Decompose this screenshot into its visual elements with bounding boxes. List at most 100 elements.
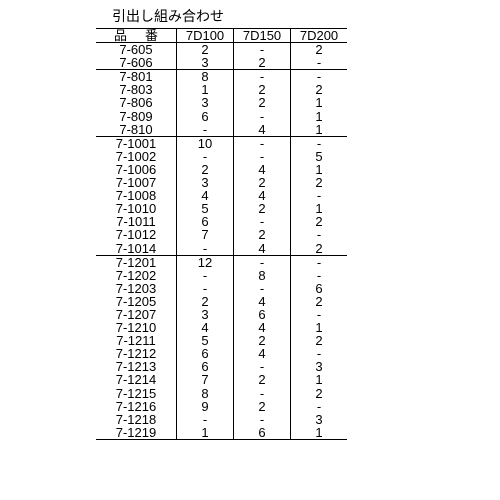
table-row: 7-12158-2 <box>96 387 347 400</box>
cell-id: 7-1012 <box>96 228 177 241</box>
table-row: 7-1214721 <box>96 373 347 386</box>
cell-value: - <box>291 70 348 84</box>
cell-value: 1 <box>291 426 348 440</box>
cell-value: 5 <box>291 150 348 163</box>
cell-value: 2 <box>234 400 291 413</box>
cell-value: - <box>177 282 234 295</box>
cell-value: - <box>291 400 348 413</box>
cell-value: 2 <box>291 387 348 400</box>
table-row: 7-8018-- <box>96 70 347 84</box>
cell-value: 1 <box>291 96 348 109</box>
col-header-7d150: 7D150 <box>234 29 291 43</box>
col-header-id: 品番 <box>96 29 177 43</box>
cell-value: - <box>234 43 291 57</box>
cell-value: 2 <box>234 56 291 70</box>
table-header-row: 品番 7D100 7D150 7D200 <box>96 29 347 43</box>
table-row: 7-1218--3 <box>96 413 347 426</box>
cell-id: 7-1216 <box>96 400 177 413</box>
cell-value: 10 <box>177 136 234 150</box>
cell-value: - <box>291 56 348 70</box>
cell-value: 8 <box>177 387 234 400</box>
cell-id: 7-605 <box>96 43 177 57</box>
cell-id: 7-1219 <box>96 426 177 440</box>
cell-value: - <box>291 255 348 269</box>
cell-id: 7-1202 <box>96 269 177 282</box>
table-title: 引出し組み合わせ <box>112 6 500 26</box>
cell-id: 7-806 <box>96 96 177 109</box>
cell-value: - <box>234 150 291 163</box>
table-row: 7-1014-42 <box>96 242 347 256</box>
cell-value: 3 <box>177 56 234 70</box>
cell-id: 7-1214 <box>96 373 177 386</box>
cell-value: 9 <box>177 400 234 413</box>
cell-id: 7-809 <box>96 110 177 123</box>
cell-id: 7-606 <box>96 56 177 70</box>
cell-value: 8 <box>234 269 291 282</box>
table-row: 7-1205242 <box>96 295 347 308</box>
cell-value: 2 <box>291 242 348 256</box>
cell-value: - <box>234 110 291 123</box>
table-row: 7-1202-8- <box>96 269 347 282</box>
cell-value: - <box>234 70 291 84</box>
table-row: 7-100110-- <box>96 136 347 150</box>
cell-id: 7-1205 <box>96 295 177 308</box>
cell-id: 7-810 <box>96 123 177 137</box>
cell-value: 2 <box>291 295 348 308</box>
cell-id: 7-1218 <box>96 413 177 426</box>
cell-value: 2 <box>291 43 348 57</box>
cell-value: - <box>234 413 291 426</box>
cell-value: 2 <box>234 373 291 386</box>
cell-value: 3 <box>177 96 234 109</box>
cell-value: - <box>291 269 348 282</box>
cell-id: 7-1215 <box>96 387 177 400</box>
cell-value: 6 <box>177 110 234 123</box>
cell-value: - <box>291 136 348 150</box>
table-row: 7-1203--6 <box>96 282 347 295</box>
cell-value: 4 <box>234 242 291 256</box>
cell-value: - <box>177 269 234 282</box>
table-row: 7-120112-- <box>96 255 347 269</box>
table-row: 7-60632- <box>96 56 347 70</box>
cell-value: 7 <box>177 228 234 241</box>
drawer-combination-table: 品番 7D100 7D150 7D200 7-6052-27-60632-7-8… <box>96 28 347 440</box>
table-row: 7-101272- <box>96 228 347 241</box>
col-header-7d200: 7D200 <box>291 29 348 43</box>
cell-id: 7-1203 <box>96 282 177 295</box>
table-row: 7-1219161 <box>96 426 347 440</box>
cell-value: - <box>177 242 234 256</box>
cell-value: 7 <box>177 373 234 386</box>
cell-value: 8 <box>177 70 234 84</box>
cell-value: - <box>177 413 234 426</box>
cell-value: 3 <box>291 413 348 426</box>
cell-value: - <box>234 255 291 269</box>
cell-value: 2 <box>234 96 291 109</box>
cell-value: - <box>234 136 291 150</box>
cell-id: 7-801 <box>96 70 177 84</box>
cell-value: 1 <box>291 373 348 386</box>
cell-id: 7-1201 <box>96 255 177 269</box>
cell-value: - <box>177 150 234 163</box>
cell-value: 1 <box>291 110 348 123</box>
cell-id: 7-1001 <box>96 136 177 150</box>
cell-value: - <box>177 123 234 137</box>
col-header-7d100: 7D100 <box>177 29 234 43</box>
table-row: 7-810-41 <box>96 123 347 137</box>
cell-value: - <box>291 228 348 241</box>
cell-value: 1 <box>177 426 234 440</box>
cell-id: 7-1014 <box>96 242 177 256</box>
cell-value: 1 <box>291 123 348 137</box>
cell-value: 2 <box>234 228 291 241</box>
cell-value: 4 <box>234 295 291 308</box>
cell-value: - <box>234 282 291 295</box>
cell-value: 2 <box>177 295 234 308</box>
cell-id: 7-1002 <box>96 150 177 163</box>
table-row: 7-1002--5 <box>96 150 347 163</box>
cell-value: 6 <box>291 282 348 295</box>
cell-value: - <box>234 387 291 400</box>
cell-value: 12 <box>177 255 234 269</box>
table-row: 7-121692- <box>96 400 347 413</box>
cell-value: 2 <box>177 43 234 57</box>
table-row: 7-8096-1 <box>96 110 347 123</box>
table-row: 7-806321 <box>96 96 347 109</box>
table-row: 7-6052-2 <box>96 43 347 57</box>
